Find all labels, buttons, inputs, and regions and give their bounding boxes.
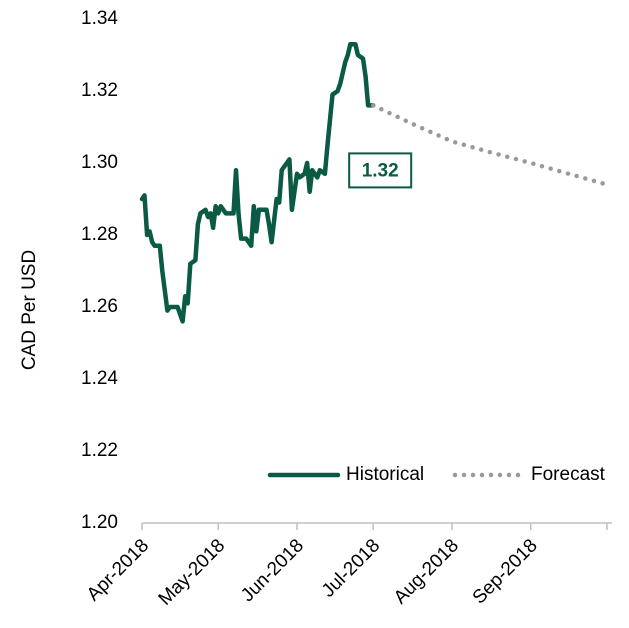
y-tick-label: 1.30	[81, 152, 118, 173]
y-tick-label: 1.20	[81, 512, 118, 533]
series-line	[370, 103, 610, 187]
x-tick-label: Apr-2018	[83, 535, 153, 605]
x-tick-label: May-2018	[155, 535, 230, 610]
x-tick-label: Jun-2018	[237, 535, 308, 606]
x-tick-label: Jul-2018	[318, 535, 384, 601]
series-line	[139, 41, 376, 324]
y-tick-label: 1.26	[81, 296, 118, 317]
y-axis-label: CAD Per USD	[19, 250, 40, 370]
y-tick-label: 1.24	[81, 368, 118, 389]
legend-label: Historical	[346, 464, 424, 485]
x-tick-label: Sep-2018	[469, 535, 542, 608]
y-tick-label: 1.22	[81, 440, 118, 461]
y-tick-label: 1.34	[81, 8, 118, 29]
x-tick-label: Aug-2018	[390, 535, 463, 608]
legend-label: Forecast	[531, 464, 606, 485]
y-tick-label: 1.32	[81, 80, 118, 101]
annotation: 1.32	[362, 160, 399, 181]
y-tick-label: 1.28	[81, 224, 118, 245]
annotation-box	[348, 152, 413, 189]
